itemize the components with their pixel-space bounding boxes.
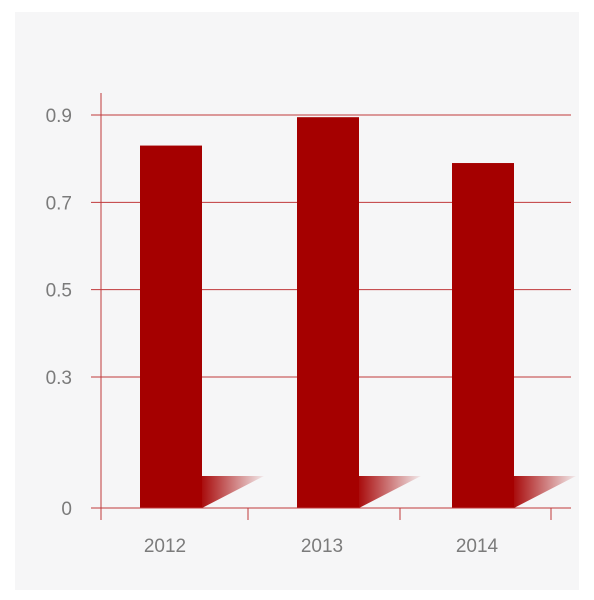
- y-tick-label: 0: [61, 499, 72, 520]
- bar-2012: [140, 145, 202, 509]
- x-tick-label: 2014: [456, 536, 499, 557]
- y-tick-label: 0.9: [46, 106, 72, 127]
- bar-2014: [452, 163, 514, 509]
- axes: [91, 93, 571, 520]
- y-tick-label: 0.5: [46, 281, 72, 302]
- bar-shadow: [359, 476, 421, 508]
- x-tick-label: 2012: [144, 536, 186, 557]
- x-tick-label: 2013: [301, 536, 343, 557]
- tick-labels: 0 0.3 0.5 0.7 0.9 2012 2013 2014: [46, 106, 499, 557]
- bars: [140, 117, 514, 509]
- bar-shadow: [514, 476, 576, 508]
- y-tick-label: 0.3: [46, 368, 72, 389]
- y-tick-label: 0.7: [46, 193, 72, 214]
- bar-shadow: [202, 476, 264, 508]
- bar-shadows: [202, 476, 576, 508]
- bar-2013: [297, 117, 359, 508]
